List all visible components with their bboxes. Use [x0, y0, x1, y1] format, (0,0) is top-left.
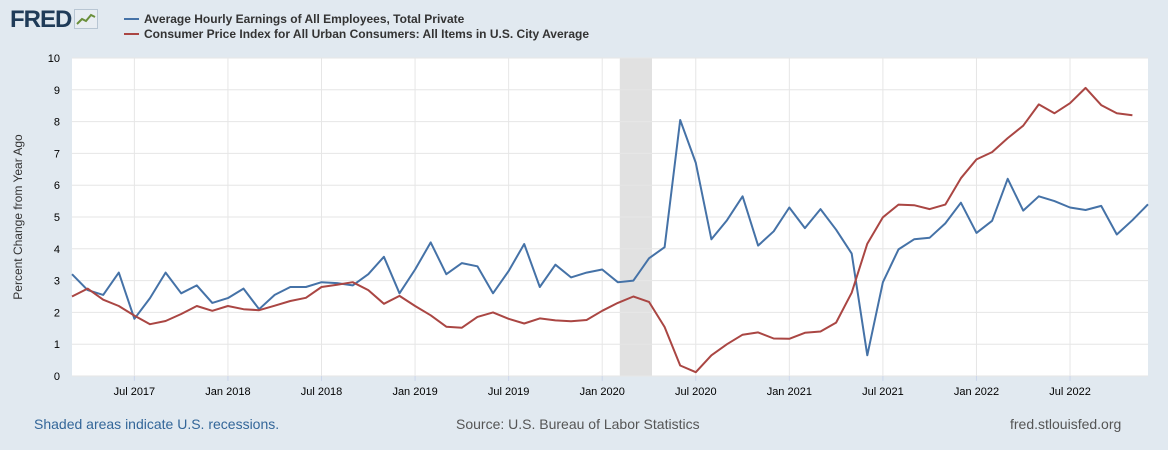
grid-layer — [72, 57, 1148, 377]
y-tick-label: 1 — [54, 339, 60, 351]
x-tick-label: Jul 2018 — [301, 386, 343, 398]
legend-label-earnings: Average Hourly Earnings of All Employees… — [144, 12, 465, 26]
y-tick-label: 7 — [54, 148, 60, 160]
y-tick-label: 3 — [54, 276, 60, 288]
legend[interactable]: Average Hourly Earnings of All Employees… — [124, 12, 589, 41]
y-tick-label: 4 — [54, 244, 60, 256]
y-tick-label: 8 — [54, 117, 60, 129]
y-tick-label: 5 — [54, 212, 60, 224]
x-tick-label: Jul 2021 — [862, 386, 904, 398]
recession-note: Shaded areas indicate U.S. recessions. — [34, 416, 280, 432]
y-tick-label: 10 — [48, 53, 60, 65]
x-tick-label: Jul 2019 — [488, 386, 530, 398]
y-tick-label: 2 — [54, 307, 60, 319]
fred-logo-text: FRED — [10, 6, 72, 33]
x-tick-label: Jan 2022 — [954, 386, 999, 398]
site-link[interactable]: fred.stlouisfed.org — [1010, 416, 1122, 432]
y-tick-label: 0 — [54, 371, 60, 383]
x-tick-label: Jan 2019 — [392, 386, 437, 398]
x-tick-label: Jul 2017 — [114, 386, 156, 398]
x-tick-label: Jul 2020 — [675, 386, 717, 398]
x-tick-label: Jan 2021 — [767, 386, 812, 398]
legend-label-cpi: Consumer Price Index for All Urban Consu… — [144, 27, 589, 41]
y-tick-label: 9 — [54, 85, 60, 97]
x-tick-label: Jul 2022 — [1049, 386, 1091, 398]
x-axis-ticks: Jul 2017 Jan 2018 Jul 2018 Jan 2019 Jul 2019… — [114, 376, 1091, 398]
series-line-earnings[interactable] — [71, 119, 1149, 357]
chart: 0 1 2 3 4 5 6 7 8 9 10 Jul 2017 Jan 2018 Jul 2018 Jan… — [11, 12, 1149, 398]
y-axis-ticks: 0 1 2 3 4 5 6 7 8 9 10 — [48, 53, 60, 383]
series-layer — [71, 86, 1149, 374]
series-line-cpi[interactable] — [71, 86, 1133, 374]
fred-logo[interactable]: FRED — [10, 6, 99, 34]
x-tick-label: Jan 2020 — [580, 386, 625, 398]
y-tick-label: 6 — [54, 180, 60, 192]
y-axis-label: Percent Change from Year Ago — [11, 134, 25, 300]
fred-logo-chart-icon — [74, 9, 99, 29]
x-tick-label: Jan 2018 — [205, 386, 250, 398]
source-note: Source: U.S. Bureau of Labor Statistics — [456, 416, 700, 432]
